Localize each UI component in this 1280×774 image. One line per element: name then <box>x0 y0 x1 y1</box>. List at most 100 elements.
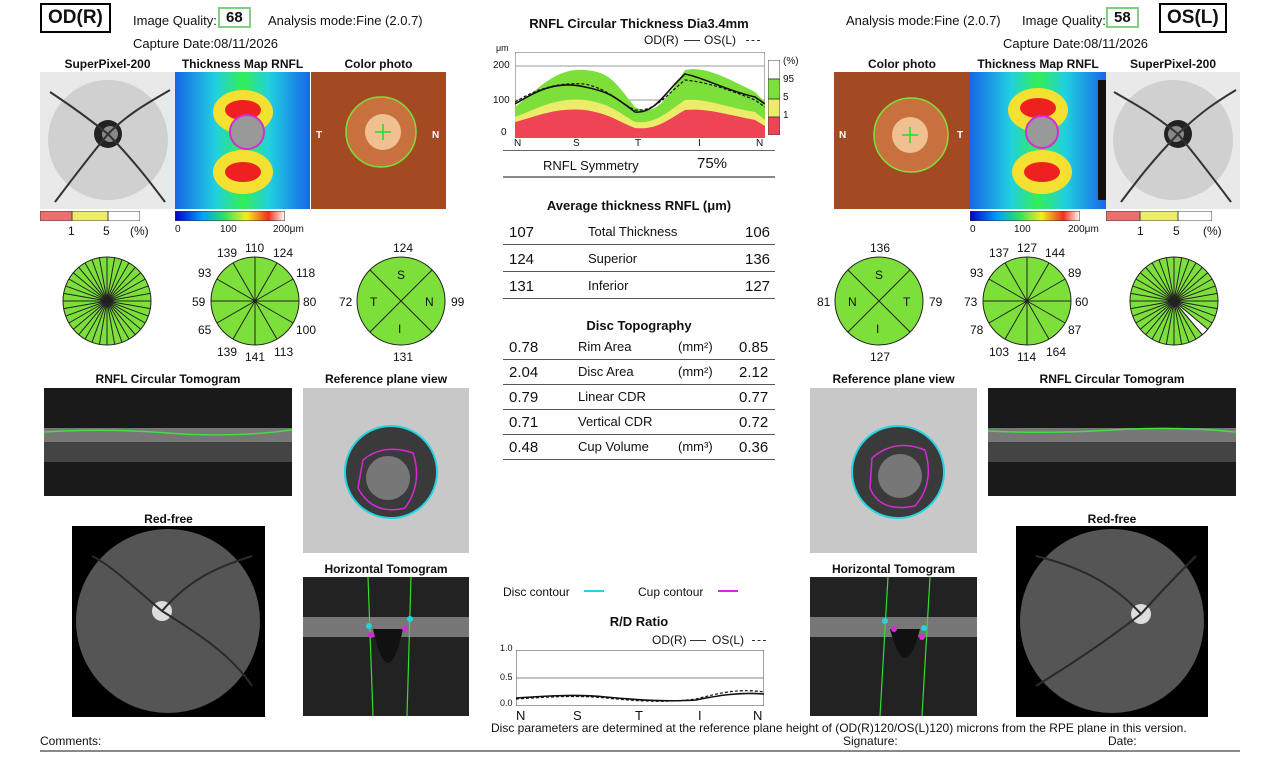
symmetry-rule <box>503 176 775 178</box>
os-color-photo-title: Color photo <box>868 57 936 71</box>
os-clock-value: 89 <box>1068 266 1082 280</box>
os-scale-200: 200μm <box>1068 224 1099 235</box>
pie-sector-divider <box>68 300 108 324</box>
pie-sector-divider <box>106 285 149 302</box>
os-thickness-map-title: Thickness Map RNFL <box>977 57 1099 71</box>
legend-os-line <box>746 40 760 41</box>
pie-sector-divider <box>106 262 130 302</box>
pie-sector-divider <box>1173 300 1218 310</box>
avg-od-value: 124 <box>509 251 535 268</box>
od-pct-5: 5 <box>103 224 110 238</box>
od-quad-i: I <box>398 322 402 336</box>
pie-sector-divider <box>63 292 108 302</box>
disc-row: 0.71 Vertical CDR 0.72 <box>503 410 775 435</box>
rnfl-y-tick: 0 <box>501 127 507 138</box>
avg-os-value: 127 <box>745 278 771 295</box>
disc-od-value: 0.48 <box>509 439 539 456</box>
os-sector-pie-24 <box>1129 256 1219 346</box>
pie-sector-divider <box>1173 257 1183 302</box>
od-clock-value: 139 <box>217 345 238 359</box>
pie-sector-divider <box>1158 300 1175 343</box>
os-eye-label: OS(L) <box>1159 3 1227 33</box>
disc-row-unit: (mm³) <box>678 439 713 454</box>
os-thickness-map-image <box>970 72 1106 209</box>
pie-sector-divider <box>847 269 880 302</box>
pie-sector-divider <box>65 285 108 302</box>
od-ref-plane-image <box>303 388 469 553</box>
pie-sector-outside-normal <box>1173 300 1209 336</box>
rnfl-pct-label: (%) <box>783 56 799 67</box>
legend-os: OS(L) <box>704 33 737 47</box>
pie-sector-divider <box>1026 262 1050 302</box>
rd-ratio-title: R/D Ratio <box>609 614 669 629</box>
od-quad-t: T <box>370 295 378 309</box>
od-thickness-scale <box>175 211 285 221</box>
rd-x-tick: N <box>753 708 763 723</box>
pie-sector-divider <box>68 278 108 302</box>
pie-sector-divider <box>254 278 294 302</box>
os-clock-value: 73 <box>964 295 978 309</box>
disc-contour-legend: Disc contour <box>503 585 570 599</box>
rnfl-x-tick: I <box>698 138 701 149</box>
disc-od-value: 0.71 <box>509 414 539 431</box>
od-analysis-mode: Analysis mode:Fine (2.0.7) <box>268 13 423 28</box>
pie-sector-divider <box>106 266 136 302</box>
pie-sector-divider <box>106 300 130 340</box>
od-pct-unit: (%) <box>130 224 149 238</box>
disc-row-label: Cup Volume <box>578 439 649 454</box>
legend-od: OD(R) <box>644 33 679 47</box>
od-quad-bottom: 131 <box>393 350 414 364</box>
od-quad-n: N <box>425 295 434 309</box>
pie-sector-divider <box>65 300 108 317</box>
pie-sector-divider <box>98 300 108 345</box>
os-scale-0: 0 <box>970 224 976 235</box>
pie-sector-divider <box>106 300 123 343</box>
rd-legend-os-line <box>752 640 766 641</box>
od-rnfl-tomogram-title: RNFL Circular Tomogram <box>95 372 241 386</box>
avg-row-label: Total Thickness <box>588 224 678 239</box>
od-clock-value: 59 <box>192 295 206 309</box>
pie-sector-divider <box>1173 300 1213 324</box>
od-color-photo-title: Color photo <box>344 57 413 71</box>
rnfl-x-tick: N <box>756 138 764 149</box>
os-pct-1: 1 <box>1137 224 1144 238</box>
rd-legend-os: OS(L) <box>712 633 745 647</box>
rd-y-tick: 0.5 <box>500 672 513 682</box>
legend-od-line <box>684 40 700 41</box>
od-color-photo-image <box>311 72 446 209</box>
rd-x-tick: T <box>635 708 643 723</box>
signature-label: Signature: <box>843 734 898 748</box>
os-thickness-scale <box>970 211 1080 221</box>
pie-sector-divider <box>1004 262 1028 302</box>
pie-sector-divider <box>1173 285 1216 302</box>
os-pct-5: 5 <box>1173 224 1180 238</box>
disc-row: 0.78 Rim Area (mm²) 0.85 <box>503 335 775 360</box>
disc-row-label: Rim Area <box>578 339 632 354</box>
pie-sector-divider <box>106 300 142 330</box>
pie-sector-divider <box>988 278 1028 302</box>
od-thickness-map-image <box>175 72 310 209</box>
avg-row-label: Superior <box>588 251 638 266</box>
disc-os-value: 0.85 <box>739 339 769 356</box>
od-thickness-map-title: Thickness Map RNFL <box>181 57 304 71</box>
pie-sector-divider <box>1173 300 1190 343</box>
pie-sector-divider <box>400 300 433 333</box>
pie-sector-divider <box>1173 278 1213 302</box>
pie-sector-divider <box>106 278 146 302</box>
od-ref-plane-title: Reference plane view <box>324 372 448 386</box>
od-clock-value: 65 <box>198 323 212 337</box>
pie-sector-divider <box>254 300 294 324</box>
od-clock-value: 80 <box>303 295 317 309</box>
pie-sector-divider <box>1145 266 1175 302</box>
disc-row: 0.48 Cup Volume (mm³) 0.36 <box>503 435 775 460</box>
os-rnfl-tomogram-image <box>988 388 1236 496</box>
date-label: Date: <box>1108 734 1137 748</box>
avg-os-value: 136 <box>745 251 771 268</box>
od-clock-value: 110 <box>245 241 265 255</box>
od-clock-pie-12 <box>210 256 300 346</box>
pie-sector-divider <box>72 300 108 330</box>
os-clock-value: 114 <box>1017 350 1037 364</box>
disc-od-value: 0.78 <box>509 339 539 356</box>
pie-sector-divider <box>232 300 256 340</box>
os-red-free-title: Red-free <box>1087 512 1137 526</box>
